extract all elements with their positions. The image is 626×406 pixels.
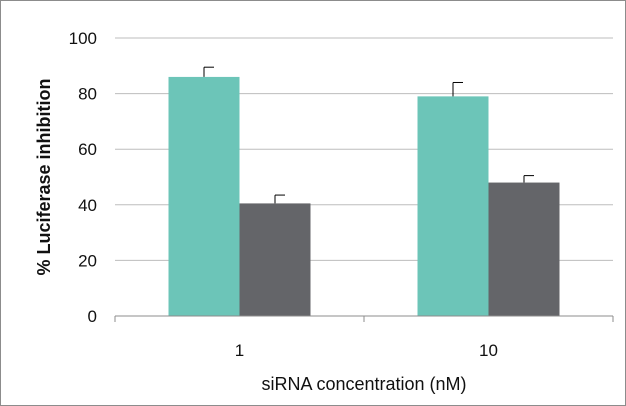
y-axis-ticks: 0 20 40 60 80 100 [69,29,97,326]
y-tick-label: 80 [78,85,97,104]
x-tick-label: 1 [235,341,244,360]
bar-series1-cat2 [417,96,489,316]
x-axis-ticks: 1 10 [114,316,614,360]
bar-series2-cat2 [488,182,560,316]
y-tick-label: 40 [78,196,97,215]
bars [168,76,560,316]
y-tick-label: 20 [78,251,97,270]
y-tick-label: 60 [78,140,97,159]
y-tick-label: 0 [88,307,97,326]
x-tick-label: 10 [479,341,498,360]
y-tick-label: 100 [69,29,97,48]
x-axis-title: siRNA concentration (nM) [261,374,466,394]
error-bars [203,66,534,204]
bar-series2-cat1 [239,203,311,316]
y-axis-title: % Luciferase inhibition [34,78,54,275]
bar-series1-cat1 [168,76,240,316]
